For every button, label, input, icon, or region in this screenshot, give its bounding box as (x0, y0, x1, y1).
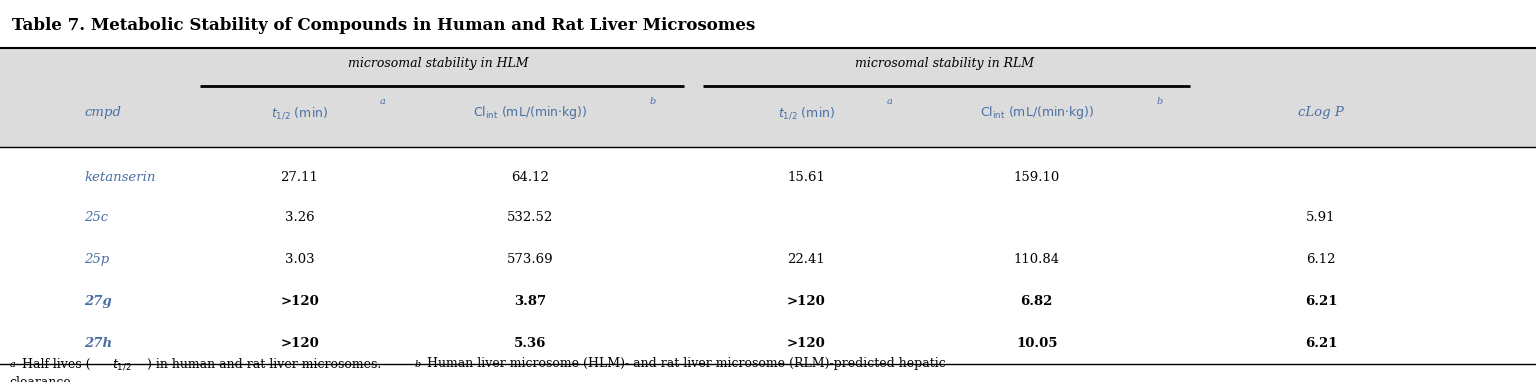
Text: cLog P: cLog P (1298, 106, 1344, 119)
Text: $t_{1/2}$ $\rm(min)$: $t_{1/2}$ $\rm(min)$ (777, 105, 836, 121)
Text: clearance.: clearance. (9, 376, 75, 382)
Text: b: b (650, 97, 656, 107)
Text: 3.87: 3.87 (515, 295, 545, 308)
Text: 573.69: 573.69 (507, 253, 553, 266)
Text: $t_{1/2}$ $\rm(min)$: $t_{1/2}$ $\rm(min)$ (270, 105, 329, 121)
Text: 27g: 27g (84, 295, 112, 308)
Text: a: a (9, 361, 15, 369)
Text: 25c: 25c (84, 211, 109, 224)
Text: 3.26: 3.26 (284, 211, 315, 224)
Text: Half-lives (: Half-lives ( (22, 358, 91, 371)
Text: Human liver microsome (HLM)- and rat liver microsome (RLM)-predicted hepatic: Human liver microsome (HLM)- and rat liv… (427, 358, 946, 371)
Text: $t_{1/2}$: $t_{1/2}$ (112, 358, 132, 372)
Text: a: a (379, 97, 386, 107)
Text: 6.12: 6.12 (1306, 253, 1336, 266)
Text: 6.21: 6.21 (1304, 295, 1338, 308)
Text: ) in human and rat liver microsomes.: ) in human and rat liver microsomes. (147, 358, 386, 371)
Text: >120: >120 (786, 295, 826, 308)
Text: 5.36: 5.36 (513, 337, 547, 350)
Text: 6.82: 6.82 (1020, 295, 1054, 308)
Text: ketanserin: ketanserin (84, 171, 155, 184)
FancyBboxPatch shape (0, 48, 1536, 147)
Text: >120: >120 (280, 295, 319, 308)
Text: $\rm Cl_{int}$ $\rm(mL/(min{\cdot}kg))$: $\rm Cl_{int}$ $\rm(mL/(min{\cdot}kg))$ (473, 104, 587, 121)
Text: >120: >120 (786, 337, 826, 350)
Text: 27.11: 27.11 (281, 171, 318, 184)
Text: microsomal stability in RLM: microsomal stability in RLM (856, 57, 1034, 70)
Text: 110.84: 110.84 (1014, 253, 1060, 266)
Text: b: b (1157, 97, 1163, 107)
Text: microsomal stability in HLM: microsomal stability in HLM (347, 57, 528, 70)
Text: cmpd: cmpd (84, 106, 121, 119)
Text: >120: >120 (280, 337, 319, 350)
Text: $\rm Cl_{int}$ $\rm(mL/(min{\cdot}kg))$: $\rm Cl_{int}$ $\rm(mL/(min{\cdot}kg))$ (980, 104, 1094, 121)
Text: 22.41: 22.41 (788, 253, 825, 266)
Text: 27h: 27h (84, 337, 112, 350)
Text: 25p: 25p (84, 253, 109, 266)
Text: 5.91: 5.91 (1306, 211, 1336, 224)
Text: 6.21: 6.21 (1304, 337, 1338, 350)
Text: 159.10: 159.10 (1014, 171, 1060, 184)
Text: 532.52: 532.52 (507, 211, 553, 224)
Text: 15.61: 15.61 (788, 171, 825, 184)
Text: b: b (415, 361, 421, 369)
Text: 10.05: 10.05 (1015, 337, 1058, 350)
Text: a: a (886, 97, 892, 107)
Text: 3.03: 3.03 (284, 253, 315, 266)
Text: 64.12: 64.12 (511, 171, 548, 184)
Text: Table 7. Metabolic Stability of Compounds in Human and Rat Liver Microsomes: Table 7. Metabolic Stability of Compound… (12, 17, 756, 34)
